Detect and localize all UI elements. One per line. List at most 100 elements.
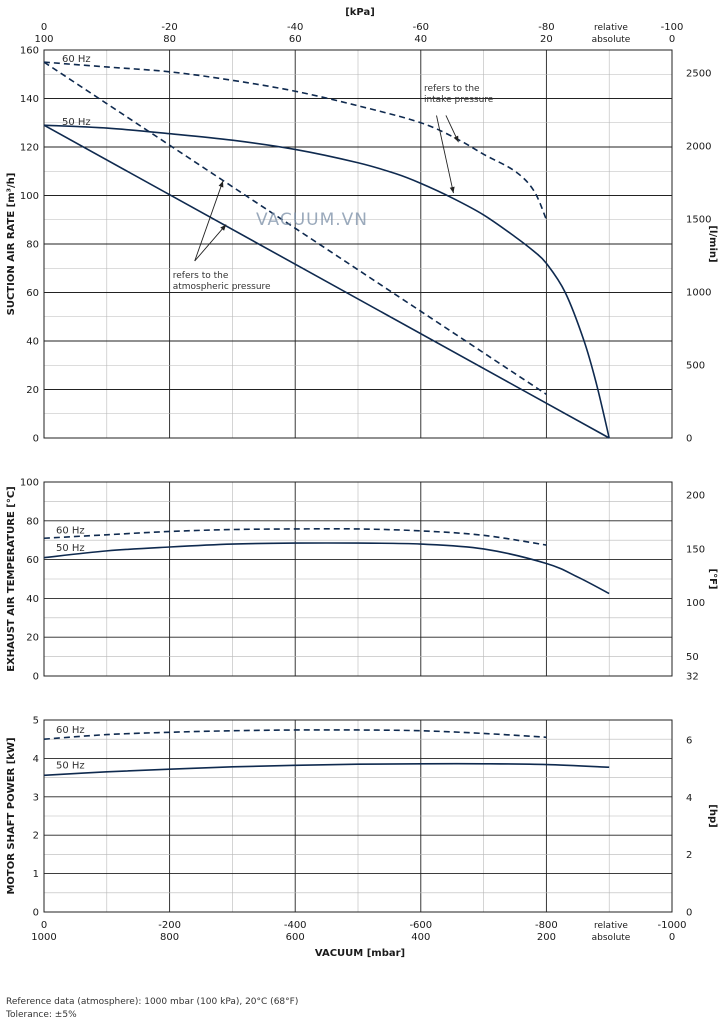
bottom-tick-absolute: 600: [286, 932, 305, 943]
y-axis-title: SUCTION AIR RATE [m³/h]: [6, 173, 17, 316]
annotation-text: refers to the: [424, 84, 480, 94]
plot-frame: [43, 481, 673, 677]
top-tick-absolute: 60: [289, 34, 302, 45]
bottom-tick-relative: 0: [41, 920, 47, 931]
footer-tolerance-note: Tolerance: ±5%: [6, 1010, 77, 1020]
y2-tick-label: 1500: [686, 214, 711, 225]
y2-tick-label: 2: [686, 850, 692, 861]
bottom-tick-absolute: 800: [160, 932, 179, 943]
y-tick-label: 60: [26, 288, 39, 299]
top-tick-absolute: 0: [669, 34, 675, 45]
top-tick-relative: -100: [661, 22, 684, 33]
annotation-text: atmospheric pressure: [173, 282, 271, 292]
y-tick-label: 80: [26, 240, 39, 251]
y-tick-label: 5: [33, 716, 39, 727]
annotation-text: refers to the: [173, 271, 229, 281]
bottom-tick-absolute: 400: [411, 932, 430, 943]
series-50-hz: [43, 762, 610, 777]
y-tick-label: 100: [20, 478, 39, 489]
y-tick-label: 0: [33, 672, 39, 683]
curve-label: 50 Hz: [56, 760, 85, 771]
y2-tick-label: 150: [686, 544, 705, 555]
y2-tick-label: 32: [686, 672, 699, 683]
series-50-hz-atmospheric: [43, 124, 610, 439]
plot-frame: [43, 719, 673, 913]
y2-tick-label: 100: [686, 598, 705, 609]
annotation-arrowhead: [453, 135, 459, 143]
bottom-absolute-label: absolute: [592, 933, 631, 943]
y2-tick-label: 2500: [686, 68, 711, 79]
curve-label: 60 Hz: [56, 525, 85, 536]
panel-1: [43, 49, 673, 439]
top-relative-label: relative: [594, 23, 628, 33]
bottom-tick-relative: -400: [284, 920, 307, 931]
y-tick-label: 0: [33, 908, 39, 919]
bottom-tick-relative: -800: [535, 920, 558, 931]
bottom-tick-absolute: 200: [537, 932, 556, 943]
bottom-tick-absolute: 0: [669, 932, 675, 943]
y2-axis-title: [°F]: [707, 569, 718, 590]
bottom-tick-relative: -1000: [657, 920, 686, 931]
y-tick-label: 1: [33, 869, 39, 880]
top-tick-relative: -40: [287, 22, 303, 33]
top-tick-absolute: 20: [540, 34, 553, 45]
y-axis-title: EXHAUST AIR TEMPERATURE [°C]: [6, 486, 17, 671]
y2-tick-label: 4: [686, 793, 692, 804]
y-tick-label: 140: [20, 94, 39, 105]
annotation-arrow: [194, 224, 227, 262]
y2-tick-label: 1000: [686, 287, 711, 298]
curve-label: 50 Hz: [62, 117, 91, 128]
footer-reference-note: Reference data (atmosphere): 1000 mbar (…: [6, 997, 299, 1007]
y-tick-label: 4: [33, 754, 39, 765]
bottom-tick-absolute: 1000: [31, 932, 56, 943]
top-absolute-label: absolute: [592, 35, 631, 45]
y-tick-label: 80: [26, 516, 39, 527]
series-60-hz-intake: [43, 61, 548, 221]
annotation-arrowhead: [220, 224, 227, 231]
y2-tick-label: 2000: [686, 141, 711, 152]
y-tick-label: 2: [33, 831, 39, 842]
curve-label: 50 Hz: [56, 543, 85, 554]
curve-label: 60 Hz: [56, 725, 85, 736]
annotation-arrowhead: [449, 186, 455, 194]
y2-tick-label: 6: [686, 736, 692, 747]
y-tick-label: 120: [20, 143, 39, 154]
y-tick-label: 20: [26, 385, 39, 396]
annotation-arrow: [436, 115, 454, 194]
plot-frame: [43, 49, 673, 439]
series-60-hz-atmospheric: [43, 61, 547, 396]
y2-tick-label: 200: [686, 490, 705, 501]
performance-chart: 0204060801001201401600500100015002000250…: [6, 7, 718, 959]
y-axis-title: MOTOR SHAFT POWER [kW]: [6, 737, 17, 894]
bottom-relative-label: relative: [594, 921, 628, 931]
curve-label: 60 Hz: [62, 54, 91, 65]
y2-axis-title: [hp]: [707, 804, 718, 827]
top-tick-relative: -20: [161, 22, 177, 33]
y2-tick-label: 0: [686, 434, 692, 445]
y2-tick-label: 50: [686, 652, 699, 663]
series-60-hz: [43, 729, 547, 740]
bottom-tick-relative: -200: [158, 920, 181, 931]
y-tick-label: 3: [33, 792, 39, 803]
y-tick-label: 40: [26, 337, 39, 348]
y-tick-label: 60: [26, 555, 39, 566]
top-tick-relative: 0: [41, 22, 47, 33]
annotation-arrow: [194, 180, 224, 262]
y-tick-label: 100: [20, 191, 39, 202]
bottom-tick-relative: -600: [409, 920, 432, 931]
y2-axis-title: [l/min]: [707, 225, 718, 262]
annotation-arrowhead: [218, 180, 224, 188]
top-tick-absolute: 80: [163, 34, 176, 45]
watermark: VACUUM.VN: [256, 210, 368, 230]
series-50-hz: [43, 542, 610, 595]
top-axis-title: [kPa]: [345, 7, 375, 18]
y-tick-label: 160: [20, 46, 39, 57]
top-tick-absolute: 40: [414, 34, 427, 45]
panel-3: [43, 719, 673, 913]
annotation-text: intake pressure: [424, 95, 494, 105]
panel-2: [43, 481, 673, 677]
y2-tick-label: 0: [686, 908, 692, 919]
y-tick-label: 20: [26, 633, 39, 644]
series-60-hz: [43, 527, 547, 546]
series-50-hz-intake: [43, 124, 610, 439]
